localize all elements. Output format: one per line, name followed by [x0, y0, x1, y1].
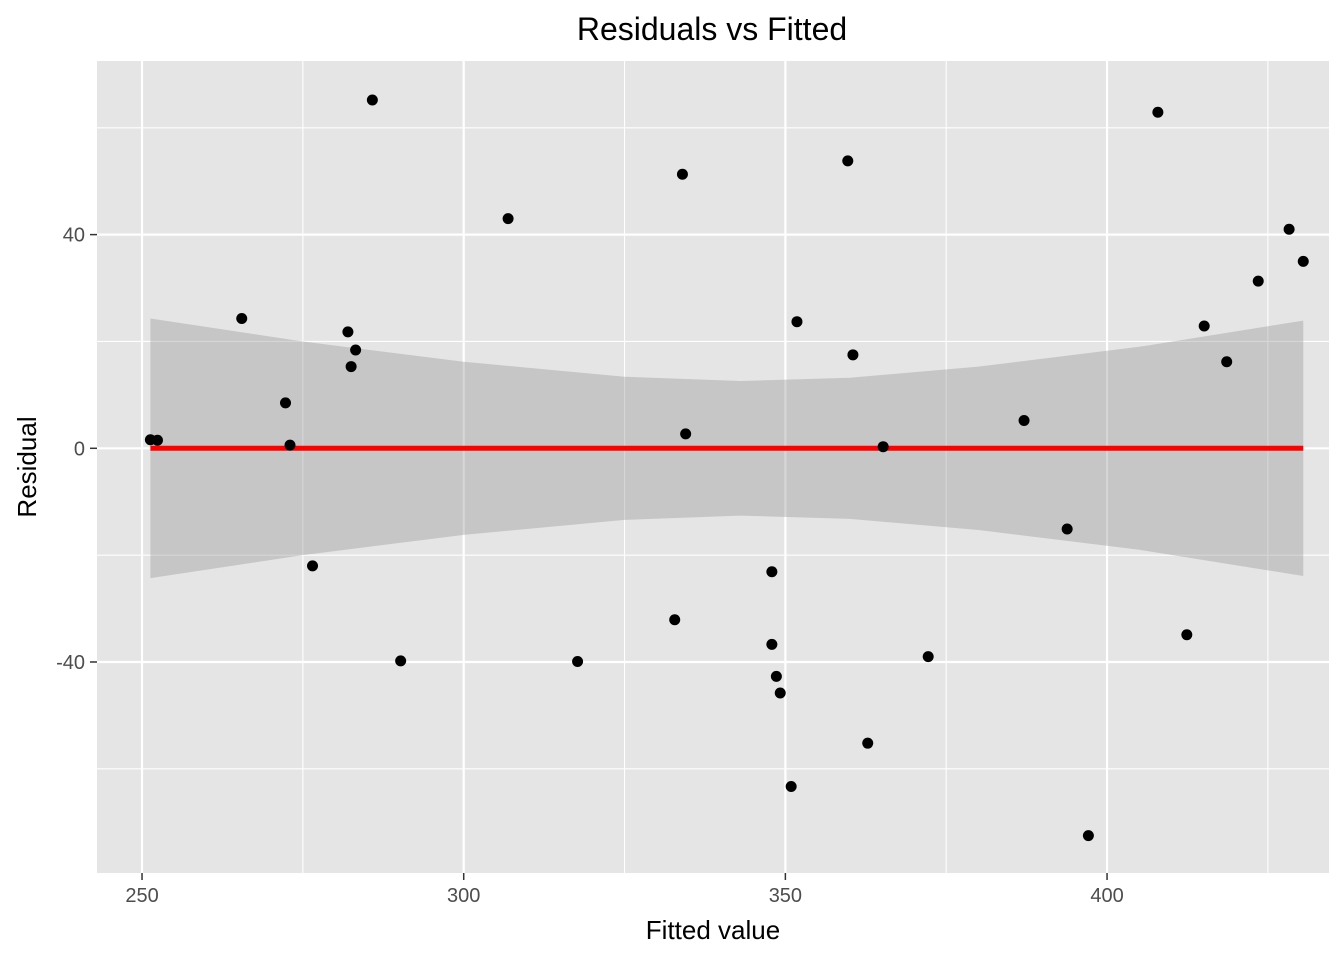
data-point: [1018, 415, 1030, 427]
data-point: [307, 560, 319, 572]
data-point: [1082, 830, 1094, 842]
x-tick-label: 300: [447, 885, 480, 907]
data-point: [774, 687, 786, 699]
data-point: [236, 312, 248, 324]
data-point: [1252, 275, 1264, 287]
y-axis: -40 0 40: [56, 225, 97, 674]
data-point: [279, 397, 291, 409]
data-point: [1152, 106, 1164, 118]
x-tick-label: 250: [125, 885, 158, 907]
x-axis-title: Fitted value: [646, 915, 780, 945]
data-point: [395, 655, 407, 667]
minor-gridlines: [97, 61, 1329, 873]
data-point: [847, 349, 859, 361]
data-point: [151, 434, 163, 446]
data-point: [766, 566, 778, 578]
chart-title: Residuals vs Fitted: [577, 11, 847, 47]
data-point: [1221, 356, 1233, 368]
data-point: [791, 316, 803, 328]
y-tick-label: 40: [63, 225, 85, 247]
data-point: [342, 326, 354, 338]
data-point: [1181, 629, 1193, 641]
y-tick-label: -40: [56, 652, 85, 674]
data-point: [785, 780, 797, 792]
data-point: [284, 439, 296, 451]
plot-area: [97, 61, 1329, 873]
y-axis-title: Residual: [12, 416, 42, 517]
data-point: [502, 213, 514, 225]
x-tick-label: 350: [769, 885, 802, 907]
data-point: [842, 155, 854, 167]
data-point: [1061, 523, 1073, 535]
data-point: [766, 638, 778, 650]
data-point: [770, 670, 782, 682]
data-point: [680, 428, 692, 440]
x-tick-label: 400: [1090, 885, 1123, 907]
data-point: [1198, 320, 1210, 332]
y-tick-label: 0: [74, 438, 85, 460]
data-point: [1283, 223, 1295, 235]
data-point: [350, 344, 362, 356]
data-point: [676, 168, 688, 180]
data-points: [144, 94, 1309, 842]
data-point: [345, 361, 357, 373]
data-point: [669, 614, 681, 626]
data-point: [572, 655, 584, 667]
data-point: [366, 94, 378, 106]
x-axis: 250 300 350 400: [125, 873, 1124, 907]
data-point: [922, 651, 934, 663]
data-point: [862, 737, 874, 749]
data-point: [877, 441, 889, 453]
data-point: [1297, 255, 1309, 267]
